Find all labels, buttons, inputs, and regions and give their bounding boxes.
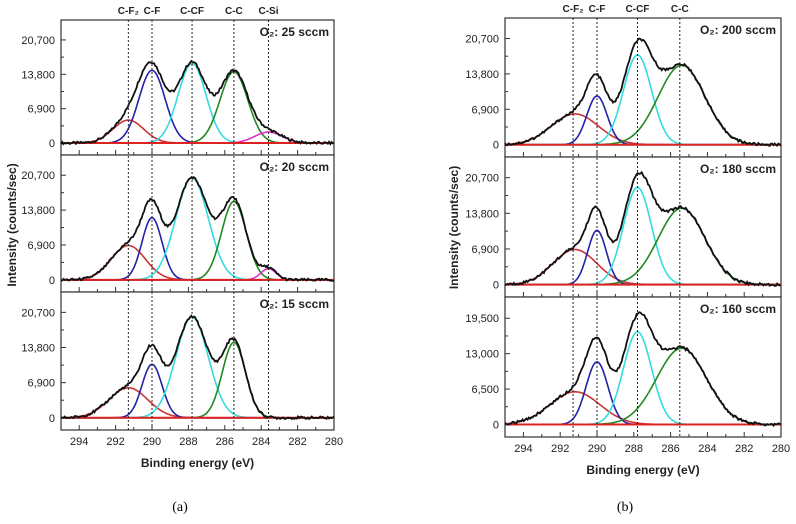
y-tick-label: 0 bbox=[49, 413, 55, 425]
x-tick-label: 290 bbox=[588, 443, 606, 455]
condition-label: O₂: 180 sccm bbox=[700, 162, 776, 176]
x-tick-label: 280 bbox=[325, 436, 343, 448]
y-axis-label: Intensity (counts/sec) bbox=[447, 166, 461, 289]
x-tick-label: 288 bbox=[179, 436, 197, 448]
peak-label: C-C bbox=[225, 6, 243, 17]
condition-label: O₂: 25 sccm bbox=[260, 25, 329, 39]
y-tick-label: 6,900 bbox=[471, 104, 499, 116]
x-tick-label: 282 bbox=[735, 443, 753, 455]
figure-caption-label: (b) bbox=[617, 500, 634, 515]
y-tick-label: 6,900 bbox=[27, 378, 55, 390]
panel: 0 6,500 13,000 19,500 O₂: 160 sccm bbox=[465, 296, 782, 438]
condition-label: O₂: 160 sccm bbox=[700, 302, 776, 316]
y-tick-label: 13,800 bbox=[21, 69, 55, 81]
spectrum-envelope bbox=[60, 314, 335, 421]
y-tick-label: 6,900 bbox=[471, 244, 499, 256]
x-tick-label: 294 bbox=[514, 443, 532, 455]
x-tick-label: 280 bbox=[772, 443, 790, 455]
panel-frame bbox=[504, 296, 782, 438]
y-tick-label: 0 bbox=[493, 419, 499, 431]
spectrum-envelope bbox=[504, 311, 782, 428]
panel-frame bbox=[504, 156, 782, 298]
y-tick-label: 13,800 bbox=[21, 343, 55, 355]
x-tick-label: 282 bbox=[288, 436, 306, 448]
panel-frame bbox=[60, 291, 335, 431]
peak-label: C-F₂ bbox=[563, 4, 584, 15]
x-tick-label: 292 bbox=[106, 436, 124, 448]
x-tick-label: 286 bbox=[661, 443, 679, 455]
x-tick-label: 292 bbox=[551, 443, 569, 455]
peak-label: C-F bbox=[589, 4, 606, 15]
spectrum-envelope bbox=[504, 37, 782, 147]
y-tick-label: 6,900 bbox=[27, 104, 55, 116]
x-axis-label: Binding energy (eV) bbox=[586, 463, 699, 477]
x-tick-label: 290 bbox=[143, 436, 161, 448]
x-tick-label: 284 bbox=[252, 436, 270, 448]
panel: 0 6,900 13,800 20,700 O₂: 15 sccm bbox=[21, 291, 335, 431]
figure-caption-label: (a) bbox=[172, 500, 188, 515]
panel: 0 6,900 13,800 20,700 O₂: 25 sccm bbox=[21, 19, 335, 156]
figure-b: 0 6,900 13,800 20,700 O₂: 200 sccm 0 6,900 13,8… bbox=[447, 4, 790, 515]
panel: 0 6,900 13,800 20,700 O₂: 200 sccm bbox=[465, 17, 782, 158]
figure-a: 0 6,900 13,800 20,700 O₂: 25 sccm 0 6,900 13,80… bbox=[5, 6, 343, 515]
y-tick-label: 6,500 bbox=[471, 384, 499, 396]
y-tick-label: 19,500 bbox=[465, 313, 499, 325]
y-tick-label: 13,000 bbox=[465, 349, 499, 361]
panel-frame bbox=[60, 154, 335, 293]
peak-label: C-CF bbox=[626, 4, 650, 15]
spectrum-envelope bbox=[504, 170, 782, 287]
panel-frame bbox=[60, 19, 335, 156]
panel: 0 6,900 13,800 20,700 O₂: 180 sccm bbox=[465, 156, 782, 298]
peak-label: C-C bbox=[671, 4, 689, 15]
spectrum-envelope bbox=[60, 176, 335, 282]
x-tick-label: 294 bbox=[70, 436, 88, 448]
y-tick-label: 0 bbox=[493, 140, 499, 152]
y-tick-label: 6,900 bbox=[27, 240, 55, 252]
y-tick-label: 13,800 bbox=[465, 69, 499, 81]
y-tick-label: 0 bbox=[493, 280, 499, 292]
peak-label: C-F₂ bbox=[118, 6, 139, 17]
panel-frame bbox=[504, 17, 782, 158]
x-tick-label: 288 bbox=[625, 443, 643, 455]
y-axis-label: Intensity (counts/sec) bbox=[5, 163, 19, 286]
y-tick-label: 13,800 bbox=[21, 205, 55, 217]
y-tick-label: 20,700 bbox=[465, 173, 499, 185]
y-tick-label: 13,800 bbox=[465, 208, 499, 220]
y-tick-label: 20,700 bbox=[21, 35, 55, 47]
y-tick-label: 20,700 bbox=[21, 307, 55, 319]
y-tick-label: 20,700 bbox=[21, 170, 55, 182]
x-tick-label: 286 bbox=[216, 436, 234, 448]
panel: 0 6,900 13,800 20,700 O₂: 20 sccm bbox=[21, 154, 335, 293]
x-axis-label: Binding energy (eV) bbox=[141, 456, 254, 470]
spectrum-envelope bbox=[60, 59, 335, 146]
x-tick-label: 284 bbox=[698, 443, 716, 455]
peak-label: C-CF bbox=[180, 6, 204, 17]
y-tick-label: 20,700 bbox=[465, 34, 499, 46]
condition-label: O₂: 15 sccm bbox=[260, 297, 329, 311]
y-tick-label: 0 bbox=[49, 138, 55, 150]
peak-label: C-Si bbox=[258, 6, 278, 17]
y-tick-label: 0 bbox=[49, 275, 55, 287]
condition-label: O₂: 20 sccm bbox=[260, 160, 329, 174]
condition-label: O₂: 200 sccm bbox=[700, 23, 776, 37]
peak-label: C-F bbox=[144, 6, 161, 17]
